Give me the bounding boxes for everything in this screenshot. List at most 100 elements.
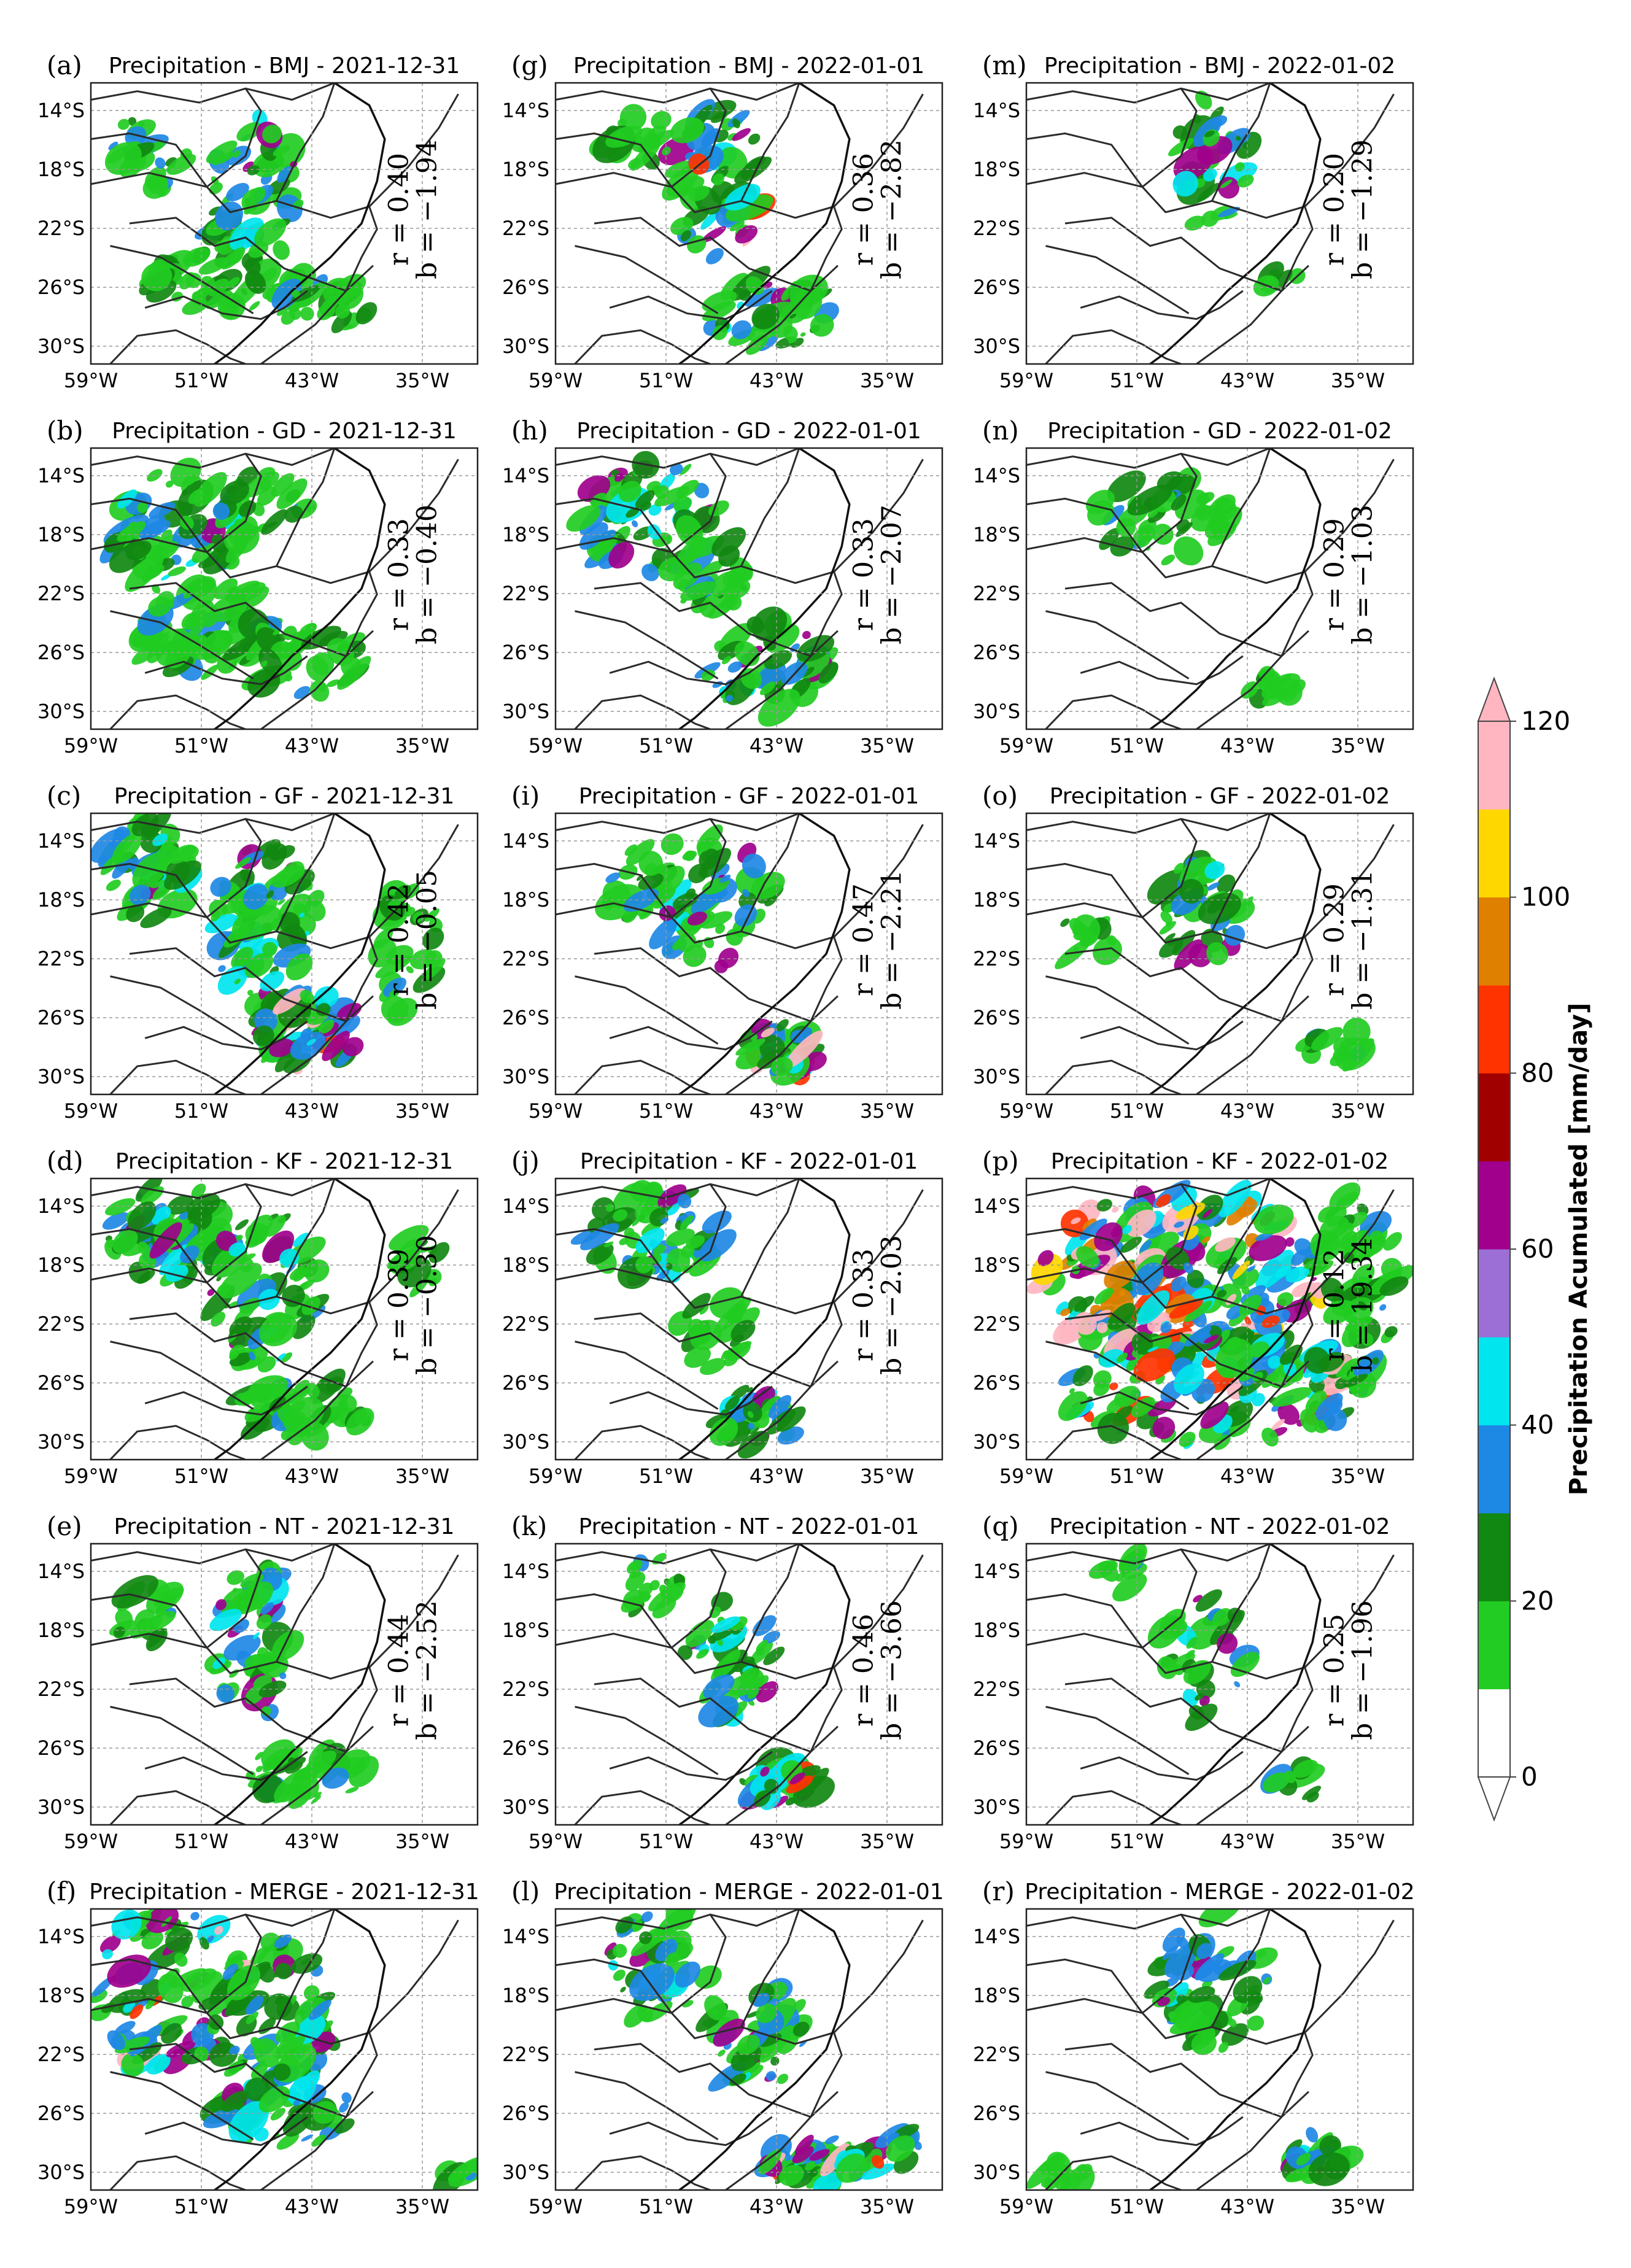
precip-cell xyxy=(311,1795,322,1805)
precip-cell xyxy=(624,844,637,856)
panel-title: Precipitation - MERGE - 2022-01-01 xyxy=(554,1879,943,1905)
lon-tick-label: 51°W xyxy=(174,1830,228,1853)
precip-cell xyxy=(1179,1431,1196,1447)
map-frame xyxy=(90,1542,479,1826)
stat-b: b = −2.21 xyxy=(877,870,908,1010)
panel-label: (g) xyxy=(511,50,548,80)
precip-cell xyxy=(198,257,228,275)
precip-cell xyxy=(1292,1759,1318,1778)
border-line xyxy=(1211,1909,1271,2028)
map-frame xyxy=(90,1908,479,2191)
precip-cell xyxy=(1131,1331,1153,1355)
lat-tick-label: 22°S xyxy=(973,1678,1020,1701)
precip-cell xyxy=(665,1952,680,1967)
precip-cell xyxy=(249,301,260,311)
border-line xyxy=(91,1593,208,1649)
precip-cell xyxy=(1174,1221,1185,1228)
precip-cell xyxy=(808,2169,818,2177)
panel-label: (f) xyxy=(47,1876,76,1906)
lon-tick-label: 51°W xyxy=(639,1830,693,1853)
precip-cell xyxy=(138,1241,151,1256)
precip-cell xyxy=(127,1201,157,1231)
precip-cell xyxy=(146,1582,184,1614)
precip-cell xyxy=(1255,1250,1295,1290)
precip-cell xyxy=(244,258,261,276)
precip-cell xyxy=(680,230,692,242)
lat-tick-label: 26°S xyxy=(502,1371,549,1395)
colorbar-extend-min xyxy=(1477,1776,1511,1822)
lat-tick-label: 14°S xyxy=(37,829,85,853)
lon-tick-label: 43°W xyxy=(750,369,804,392)
precip-cell xyxy=(1060,1308,1071,1317)
panel-label: (l) xyxy=(511,1876,540,1906)
border-line xyxy=(260,571,378,729)
border-line xyxy=(260,937,378,1094)
precip-cell xyxy=(99,1935,121,1954)
precip-cell xyxy=(1223,212,1238,220)
precip-cell xyxy=(334,2118,355,2134)
lon-tick-label: 43°W xyxy=(285,734,339,757)
border-line xyxy=(556,1179,800,1199)
precip-cell xyxy=(1215,1237,1236,1252)
colorbar: 0 20 40 60 80 100 120 Precipitation Acumulated … xyxy=(1477,676,1593,1822)
border-line xyxy=(91,1554,459,1680)
precip-cell xyxy=(1144,1980,1169,1999)
precip-cell xyxy=(105,1198,136,1216)
precip-cell xyxy=(314,1792,322,1798)
panel-i: (i) Precipitation - GF - 2022-01-01 14°S 18… xyxy=(502,781,943,1123)
precip-cell xyxy=(311,2134,326,2147)
precip-cell xyxy=(813,2170,843,2190)
precip-cell xyxy=(756,1648,765,1657)
precip-cell xyxy=(676,479,699,498)
precip-cell xyxy=(712,2008,718,2014)
lat-tick-label: 26°S xyxy=(973,1371,1020,1395)
precip-cell xyxy=(293,1380,310,1395)
lon-tick-label: 43°W xyxy=(1220,1099,1274,1123)
precip-cell xyxy=(755,2003,777,2024)
precip-cell xyxy=(191,1183,206,1199)
lon-tick-label: 43°W xyxy=(750,734,804,757)
lat-tick-label: 18°S xyxy=(37,158,85,181)
lat-tick-label: 22°S xyxy=(973,2043,1020,2066)
precip-cell xyxy=(137,1270,155,1284)
precip-cell xyxy=(225,1997,250,2016)
precip-cell xyxy=(262,1230,295,1263)
panel-e: (e) Precipitation - NT - 2021-12-31 14°S 18… xyxy=(37,1511,479,1853)
border-line xyxy=(1045,1706,1190,1775)
precip-cell xyxy=(1247,2015,1265,2031)
precip-cell xyxy=(228,2100,269,2143)
precip-cell xyxy=(264,1993,292,2020)
precip-cell xyxy=(1305,1390,1327,1414)
precip-cell xyxy=(276,308,289,316)
border-line xyxy=(276,1544,336,1663)
precip-cell xyxy=(193,472,227,507)
precip-cell xyxy=(1263,276,1275,286)
precip-cell xyxy=(700,1358,726,1376)
border-line xyxy=(1064,2043,1309,2118)
precipitation-field xyxy=(1026,1179,1413,1460)
precip-cell xyxy=(1217,1633,1238,1654)
border-line xyxy=(609,2116,773,2146)
border-line xyxy=(1196,571,1314,729)
precip-cell xyxy=(381,996,409,1023)
precip-cell xyxy=(1122,1225,1132,1234)
precip-cell xyxy=(1236,136,1241,141)
precipitation-field xyxy=(91,813,459,1094)
border-line xyxy=(144,1385,308,1416)
border-line xyxy=(276,1179,336,1298)
stat-r: r = 0.29 xyxy=(1319,518,1350,631)
stat-r: r = 0.33 xyxy=(848,1248,880,1361)
border-line xyxy=(1026,1189,1395,1315)
precip-cell xyxy=(254,2038,281,2068)
stat-b: b = −1.29 xyxy=(1347,139,1379,279)
precip-cell xyxy=(754,662,786,689)
precip-cell xyxy=(262,125,282,144)
precip-cell xyxy=(339,2102,349,2113)
lat-tick-label: 22°S xyxy=(37,947,85,970)
colorbar-segment xyxy=(1478,985,1510,1074)
precip-cell xyxy=(230,250,244,265)
precip-cell xyxy=(752,1615,777,1636)
precip-cell xyxy=(1172,171,1198,197)
border-line xyxy=(1026,1958,1144,2014)
precip-cell xyxy=(1207,522,1237,546)
